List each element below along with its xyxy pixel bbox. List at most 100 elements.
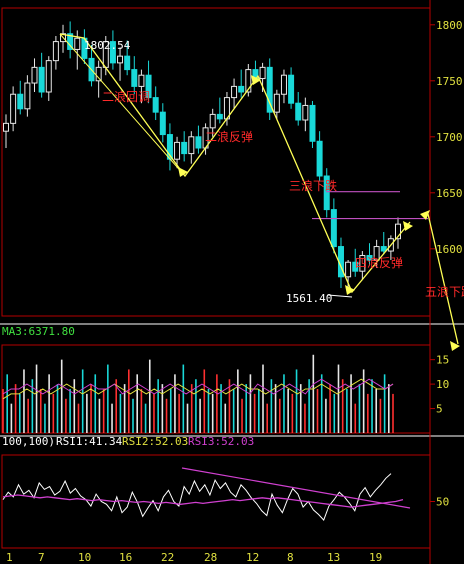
candle-body [181,141,188,155]
wave-label-5-decline-text: 五浪下跌 [425,284,464,299]
x-tick-label: 22 [161,551,174,564]
candle-body [159,111,166,136]
candle-body [74,37,81,50]
wave-label-5-decline: 五浪下跌 [425,284,464,299]
wave-arrowhead [251,75,261,85]
candle-body [145,74,152,99]
candle-body [67,33,74,50]
wave-arrowhead [450,341,460,351]
candle-body [17,93,24,110]
price-tick-label: 1800 [436,19,463,32]
candle-body [323,175,330,211]
wave-arrowhead [345,285,355,295]
rsi-tick-label: 50 [436,496,449,509]
candle-body [10,93,17,124]
candle-body [295,102,302,121]
price-tick-label: 1650 [436,187,463,200]
candle-body [352,261,359,272]
candle-body [216,113,223,120]
candle-body [45,60,52,93]
candle-body [273,93,280,113]
wave-5-projection [427,213,459,345]
candle-body [38,66,45,93]
candle-body [359,255,366,272]
wave-label-2-correction: 二浪回调 [102,89,150,104]
x-tick-label: 8 [287,551,294,564]
candle-body [209,113,216,129]
candle-body [131,69,138,87]
low-price-label: 1561.40 [286,292,332,305]
rsi3-label: RSI3:52.03 [188,435,254,448]
rsi-panel[interactable]: 50 1 7 10 16 22 28 12 8 13 19 [2,467,449,564]
rsi-prefix-label: 100,100) [2,435,55,448]
candle-body [31,66,38,84]
high-price-label: 1802.54 [84,39,131,52]
candle-body [302,104,309,121]
candle-body [316,140,323,177]
wave-arrowhead [420,210,430,220]
wave-trendline [59,33,186,177]
rsi1-line [2,473,392,522]
wave-label-3-decline: 三浪下跌 [289,178,337,193]
candle-body [266,66,273,113]
candle-body [395,223,401,240]
candle-body [95,66,102,82]
x-tick-label: 13 [327,551,340,564]
candle-body [231,85,238,99]
price-tick-label: 1600 [436,243,463,256]
candle-body [24,82,31,110]
wave-arrowhead [403,221,413,231]
price-panel[interactable]: 1600 1650 1700 1750 1800 [3,19,463,293]
wave-arrowhead [178,167,188,177]
x-tick-label: 10 [78,551,91,564]
wave-label-4-rebound: 四浪反弹 [355,255,403,270]
x-tick-label: 19 [369,551,382,564]
rsi3-line [2,494,404,508]
wave-trendline [59,33,411,294]
candle-body [117,55,124,64]
volume-ma-label: MA3:6371.80 [2,325,75,338]
candle-body [238,85,245,93]
candle-body [309,104,316,142]
candle-body [109,41,116,64]
candle-body [380,246,387,252]
candle-body [259,66,266,80]
x-tick-label: 7 [38,551,45,564]
rsi1-label: RSI1:41.34 [56,435,123,448]
volume-tick-label: 5 [436,403,443,416]
x-tick-label: 1 [6,551,13,564]
price-tick-label: 1700 [436,131,463,144]
candle-body [330,209,337,248]
volume-ma-line [2,378,394,395]
candle-body [152,97,159,113]
volume-tick-label: 15 [436,354,449,367]
x-tick-label: 28 [204,551,217,564]
wave-label-2-rebound: 二浪反弹 [205,129,253,144]
candle-body [3,122,9,132]
rsi-trendline [181,467,411,509]
volume-tick-label: 10 [436,378,449,391]
candle-body [138,74,145,87]
candle-body [288,74,295,104]
candle-body [124,55,131,71]
candle-body [345,261,352,278]
candle-body [366,255,373,261]
volume-ma-line [2,378,394,400]
low-marker [327,294,353,298]
price-tick-label: 1750 [436,75,463,88]
candle-body [245,69,252,93]
annotation-layer [59,33,460,351]
candle-body [188,136,195,155]
candle-body [52,41,59,62]
candle-body [174,141,181,160]
candle-body [195,136,202,149]
candle-body [280,74,287,95]
rsi2-label: RSI2:52.03 [122,435,188,448]
volume-panel[interactable]: 5 10 15 [2,354,449,433]
x-tick-label: 12 [246,551,259,564]
candle-body [373,246,380,261]
x-tick-label: 16 [119,551,132,564]
